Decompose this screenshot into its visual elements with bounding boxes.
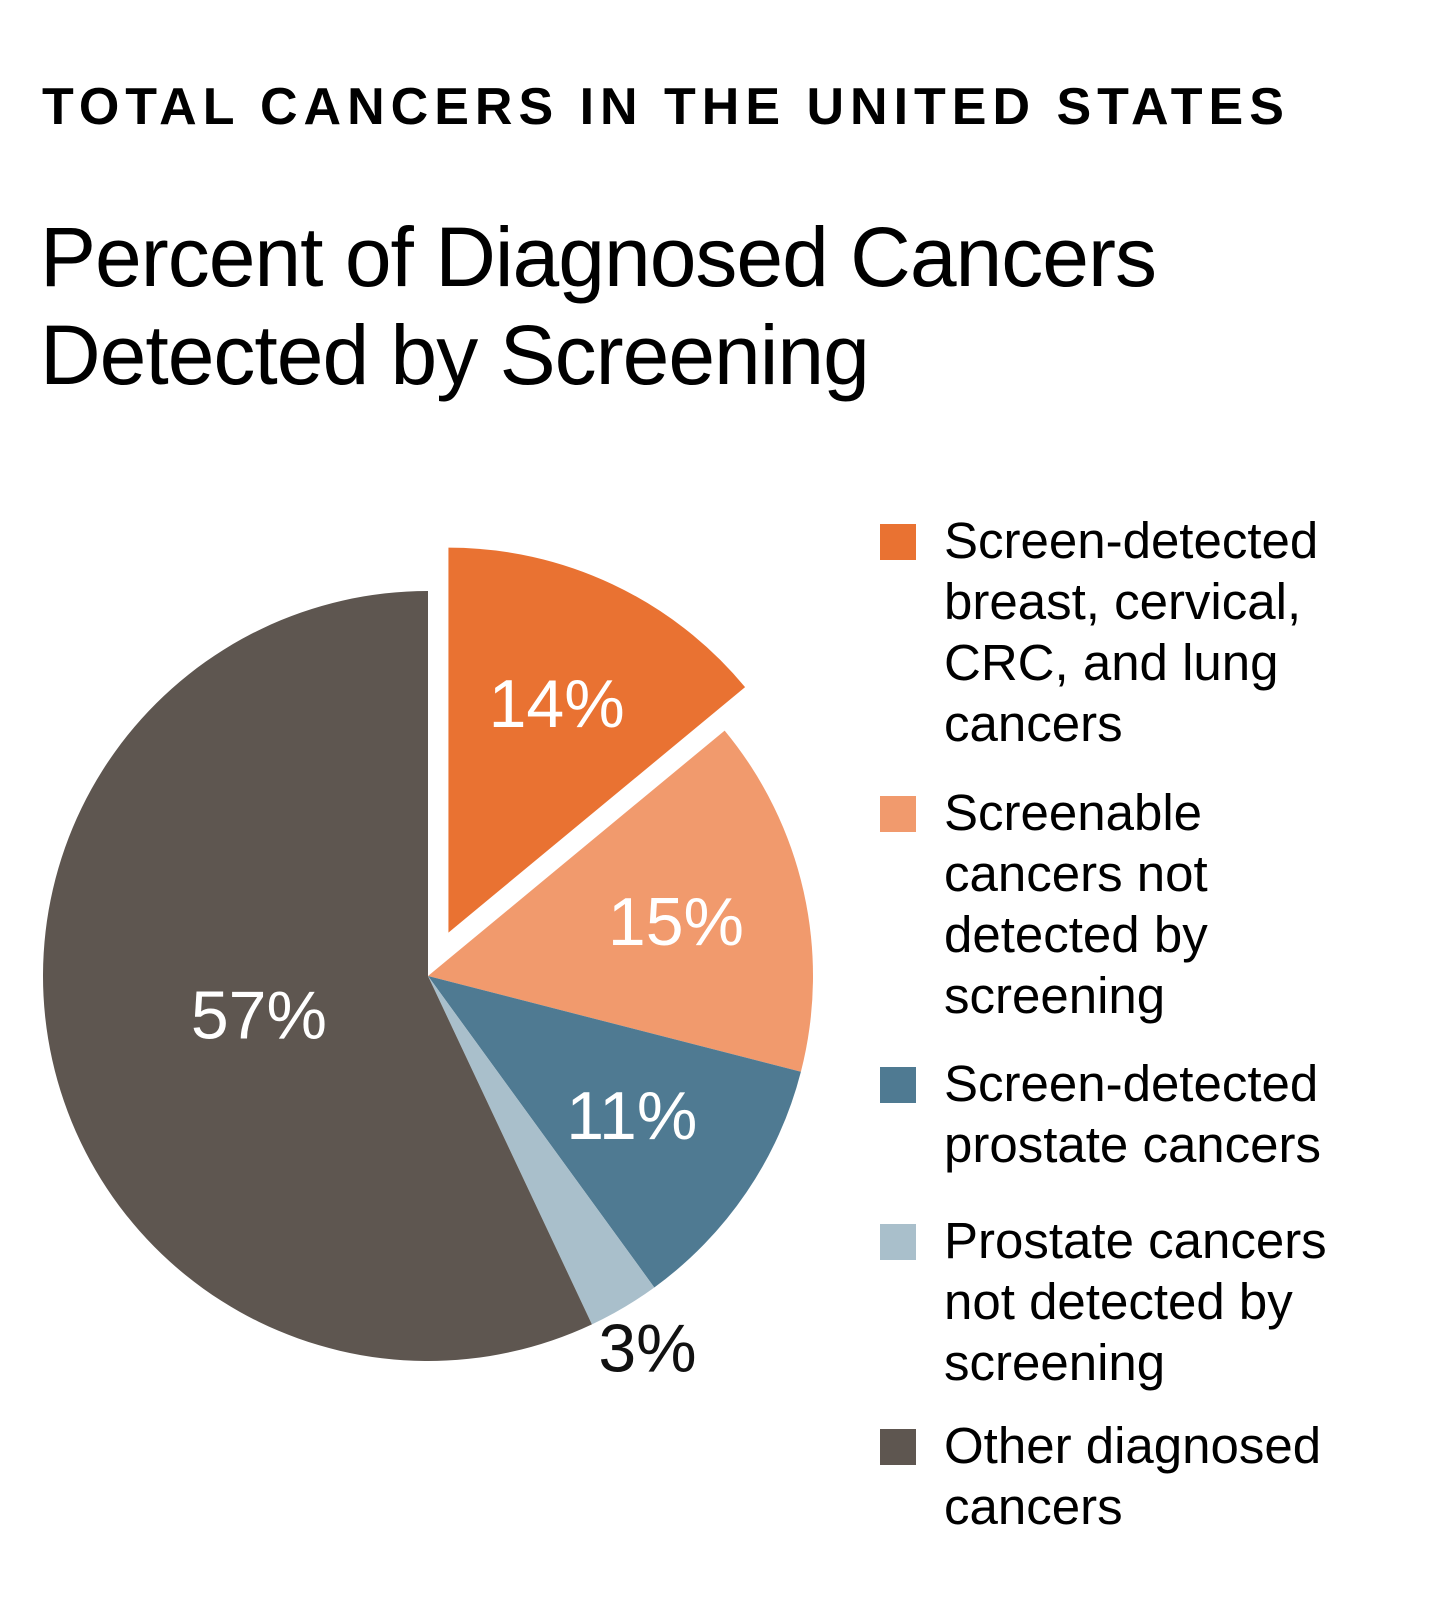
chart-title: Percent of Diagnosed Cancers Detected by…: [40, 208, 1157, 404]
chart-kicker: TOTAL CANCERS IN THE UNITED STATES: [42, 78, 1290, 136]
legend-label: Screen-detected breast, cervical, CRC, a…: [944, 512, 1319, 752]
pie-slice-screenable-not-detected: [428, 730, 813, 1072]
legend-label: Screenable cancers not detected by scree…: [944, 784, 1208, 1024]
pie-slice-screen-detected-major: [448, 547, 746, 933]
legend-label: Other diagnosed cancers: [944, 1417, 1322, 1535]
legend-label: Prostate cancers not detected by screeni…: [944, 1212, 1327, 1391]
legend-label: Screen-detected prostate cancers: [944, 1055, 1322, 1173]
legend-swatch: [880, 796, 916, 832]
pie-label-other-diagnosed: 57%: [191, 977, 327, 1053]
pie-label-screen-detected-major: 14%: [489, 666, 625, 742]
legend-swatch: [880, 1224, 916, 1260]
pie-label-prostate-not-detected: 3%: [598, 1311, 696, 1387]
legend-swatch: [880, 524, 916, 560]
pie-slice-other-diagnosed: [42, 591, 592, 1362]
legend-swatch: [880, 1067, 916, 1103]
pie-label-screen-detected-prostate: 11%: [566, 1078, 697, 1154]
pie-slice-prostate-not-detected: [428, 976, 655, 1325]
chart-title-line-2: Detected by Screening: [40, 308, 870, 402]
pie-slice-screen-detected-prostate: [428, 976, 801, 1288]
chart-title-line-1: Percent of Diagnosed Cancers: [40, 210, 1157, 304]
legend-swatch: [880, 1429, 916, 1465]
pie-label-screenable-not-detected: 15%: [608, 884, 744, 960]
